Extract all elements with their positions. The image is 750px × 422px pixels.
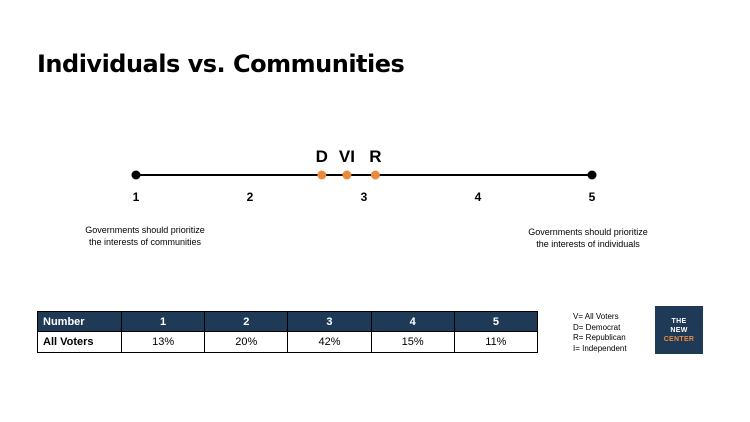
scale-tick-label: 4: [475, 190, 482, 204]
scale-tick-label: 3: [361, 190, 368, 204]
page-title: Individuals vs. Communities: [37, 50, 405, 78]
table-row: All Voters 13% 20% 42% 15% 11%: [37, 331, 539, 353]
group-marker-labels: D VI R: [316, 147, 382, 166]
group-markers: [317, 170, 380, 180]
scale-tick-label: 1: [133, 190, 140, 204]
table-cell: 20%: [204, 331, 289, 353]
table-header-cell: 2: [204, 311, 289, 332]
group-marker-label: R: [369, 147, 381, 166]
scale-left-description: Governments should prioritize the intere…: [60, 224, 230, 248]
table-header-cell: Number: [37, 311, 122, 332]
table-header-cell: 3: [287, 311, 372, 332]
abbreviation-legend: V= All Voters D= Democrat R= Republican …: [573, 312, 627, 354]
logo-line: CENTER: [663, 335, 695, 343]
table-cell: 11%: [453, 331, 539, 353]
legend-item: I= Independent: [573, 343, 627, 353]
the-new-center-logo: THE NEW CENTER: [655, 306, 703, 354]
distribution-table: Number 1 2 3 4 5 All Voters 13% 20% 42% …: [37, 311, 539, 353]
scale-right-description-line: the interests of individuals: [536, 239, 640, 249]
scale-tick-labels: 1 2 3 4 5: [133, 190, 596, 204]
table-header-cell: 1: [120, 311, 206, 332]
scale-endpoint-left-dot: [131, 170, 141, 180]
table-cell: 42%: [287, 331, 372, 353]
table-header-cell: 5: [453, 311, 539, 332]
scale-left-description-line: Governments should prioritize: [85, 225, 205, 235]
scale-left-description-line: the interests of communities: [88, 237, 202, 247]
legend-item: V= All Voters: [573, 312, 619, 321]
scale-tick-label: 5: [589, 190, 596, 204]
table-cell: 13%: [120, 331, 206, 353]
logo-line: NEW: [670, 326, 688, 334]
table-cell: 15%: [370, 331, 455, 353]
legend-item: D= Democrat: [573, 322, 621, 332]
group-marker-dot: [342, 170, 352, 180]
scale-endpoint-right-dot: [587, 170, 597, 180]
group-marker-dot: [317, 170, 327, 180]
table-header-cell: 4: [370, 311, 455, 332]
table-row-label: All Voters: [37, 331, 122, 353]
group-marker-dot: [370, 170, 380, 180]
legend-item: R= Republican: [573, 333, 626, 342]
scale-right-description: Governments should prioritize the intere…: [503, 226, 673, 250]
group-marker-label: VI: [339, 147, 355, 166]
scale-tick-label: 2: [247, 190, 254, 204]
opinion-scale-chart: 1 2 3 4 5 D VI R: [131, 147, 597, 204]
table-header-row: Number 1 2 3 4 5: [37, 311, 539, 332]
scale-right-description-line: Governments should prioritize: [528, 227, 648, 237]
logo-line: THE: [671, 317, 687, 325]
group-marker-label: D: [316, 147, 328, 166]
